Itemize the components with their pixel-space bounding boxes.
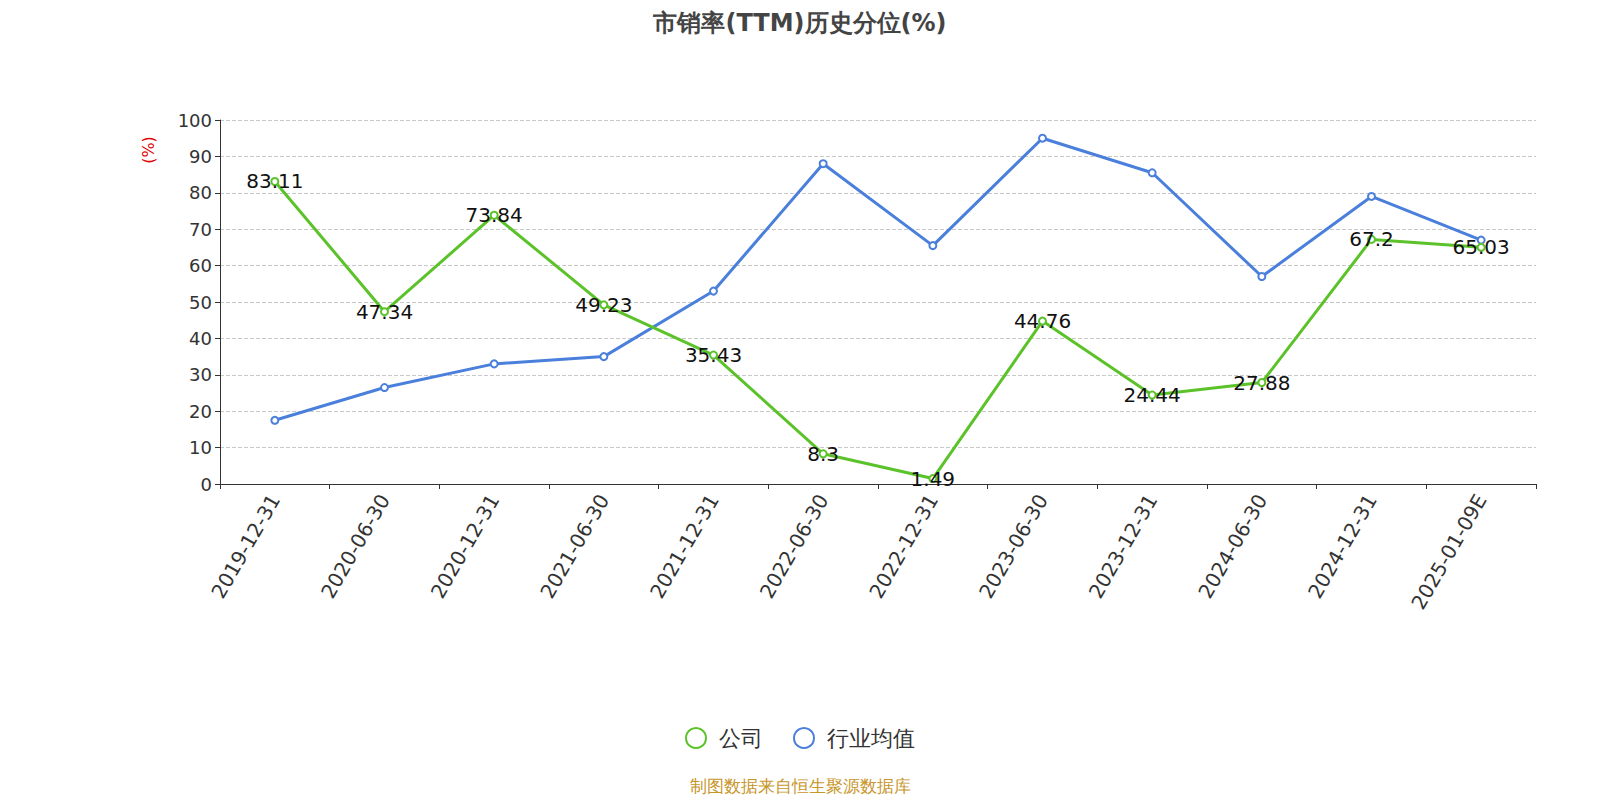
svg-text:80: 80 xyxy=(189,182,212,203)
svg-text:2025-01-09E: 2025-01-09E xyxy=(1406,490,1491,614)
svg-text:47.34: 47.34 xyxy=(356,300,413,324)
svg-text:公司: 公司 xyxy=(719,726,763,751)
svg-text:(%): (%) xyxy=(139,136,158,164)
svg-text:0: 0 xyxy=(201,474,212,495)
svg-text:49.23: 49.23 xyxy=(575,293,632,317)
svg-text:2024-12-31: 2024-12-31 xyxy=(1303,490,1382,603)
svg-text:2021-12-31: 2021-12-31 xyxy=(645,490,724,603)
svg-text:73.84: 73.84 xyxy=(466,203,523,227)
svg-text:2022-12-31: 2022-12-31 xyxy=(864,490,943,603)
svg-text:67.2: 67.2 xyxy=(1349,227,1394,251)
svg-text:1.49: 1.49 xyxy=(911,467,956,491)
svg-text:市销率(TTM)历史分位(%): 市销率(TTM)历史分位(%) xyxy=(652,9,946,37)
svg-text:60: 60 xyxy=(189,255,212,276)
svg-text:10: 10 xyxy=(189,437,212,458)
svg-text:2020-12-31: 2020-12-31 xyxy=(426,490,505,603)
svg-text:制图数据来自恒生聚源数据库: 制图数据来自恒生聚源数据库 xyxy=(690,776,911,796)
svg-text:27.88: 27.88 xyxy=(1233,371,1290,395)
svg-text:30: 30 xyxy=(189,364,212,385)
svg-text:2023-12-31: 2023-12-31 xyxy=(1084,490,1163,603)
svg-text:90: 90 xyxy=(189,146,212,167)
svg-text:40: 40 xyxy=(189,328,212,349)
svg-text:2020-06-30: 2020-06-30 xyxy=(316,490,395,603)
svg-text:83.11: 83.11 xyxy=(246,169,303,193)
svg-text:2023-06-30: 2023-06-30 xyxy=(974,490,1053,603)
svg-text:100: 100 xyxy=(178,110,212,131)
svg-text:2022-06-30: 2022-06-30 xyxy=(755,490,834,603)
svg-text:8.3: 8.3 xyxy=(807,442,839,466)
svg-text:2021-06-30: 2021-06-30 xyxy=(535,490,614,603)
svg-text:44.76: 44.76 xyxy=(1014,309,1071,333)
svg-text:20: 20 xyxy=(189,401,212,422)
svg-text:35.43: 35.43 xyxy=(685,343,742,367)
svg-text:50: 50 xyxy=(189,292,212,313)
svg-text:65.03: 65.03 xyxy=(1453,235,1510,259)
svg-text:2024-06-30: 2024-06-30 xyxy=(1193,490,1272,603)
svg-text:2019-12-31: 2019-12-31 xyxy=(206,490,285,603)
svg-text:24.44: 24.44 xyxy=(1124,383,1181,407)
svg-text:70: 70 xyxy=(189,219,212,240)
svg-text:行业均值: 行业均值 xyxy=(827,726,915,751)
